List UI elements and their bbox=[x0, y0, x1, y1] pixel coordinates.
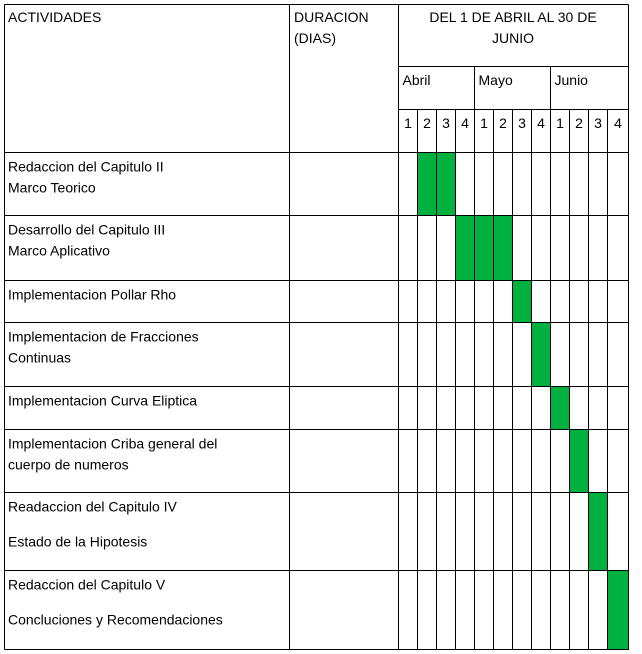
header-duration-line1: DURACION bbox=[294, 9, 369, 25]
week-label: 2 bbox=[575, 115, 583, 131]
activity-name: Implementacion Criba general del bbox=[8, 436, 217, 452]
gantt-bars bbox=[417, 152, 629, 650]
week-label: 3 bbox=[518, 115, 526, 131]
activity-name: Marco Teorico bbox=[8, 180, 96, 196]
header-period-line2: JUNIO bbox=[492, 30, 534, 46]
gantt-bar bbox=[531, 322, 551, 387]
header-activities: ACTIVIDADES bbox=[8, 9, 101, 25]
week-label: 3 bbox=[442, 115, 450, 131]
activity-name: Implementacion Pollar Rho bbox=[8, 287, 176, 303]
activity-name: Redaccion del Capitulo V bbox=[8, 577, 166, 593]
activity-rows: Redaccion del Capitulo II Marco Teorico De… bbox=[8, 159, 223, 628]
month-label: Mayo bbox=[479, 72, 513, 88]
activity-name: Continuas bbox=[8, 350, 71, 366]
month-label: Abril bbox=[403, 72, 431, 88]
activity-name: Implementacion de Fracciones bbox=[8, 329, 199, 345]
activity-name: cuerpo de numeros bbox=[8, 457, 129, 473]
week-label: 4 bbox=[614, 115, 622, 131]
activity-name: Readaccion del Capitulo IV bbox=[8, 499, 178, 515]
gantt-bar bbox=[512, 280, 532, 323]
gantt-bar bbox=[607, 570, 629, 650]
gantt-bar bbox=[588, 492, 608, 571]
week-label: 4 bbox=[461, 115, 469, 131]
week-label: 1 bbox=[556, 115, 564, 131]
activity-name: Redaccion del Capitulo II bbox=[8, 159, 164, 175]
activity-name: Concluciones y Recomendaciones bbox=[8, 612, 223, 628]
table-grid bbox=[4, 4, 629, 650]
month-label: Junio bbox=[555, 72, 589, 88]
month-headers: Abril Mayo Junio bbox=[403, 72, 589, 88]
activity-name: Desarrollo del Capitulo III bbox=[8, 222, 165, 238]
week-label: 2 bbox=[499, 115, 507, 131]
gantt-bar bbox=[455, 215, 513, 281]
header-period-line1: DEL 1 DE ABRIL AL 30 DE bbox=[429, 9, 596, 25]
activity-name: Estado de la Hipotesis bbox=[8, 534, 147, 550]
week-label: 1 bbox=[404, 115, 412, 131]
header-duration-line2: (DIAS) bbox=[294, 30, 336, 46]
gantt-bar bbox=[569, 429, 589, 493]
week-label: 2 bbox=[423, 115, 431, 131]
activity-name: Marco Aplicativo bbox=[8, 243, 110, 259]
week-label: 3 bbox=[594, 115, 602, 131]
week-label: 4 bbox=[537, 115, 545, 131]
gantt-bar bbox=[550, 386, 570, 430]
activity-name: Implementacion Curva Eliptica bbox=[8, 393, 197, 409]
week-label: 1 bbox=[480, 115, 488, 131]
